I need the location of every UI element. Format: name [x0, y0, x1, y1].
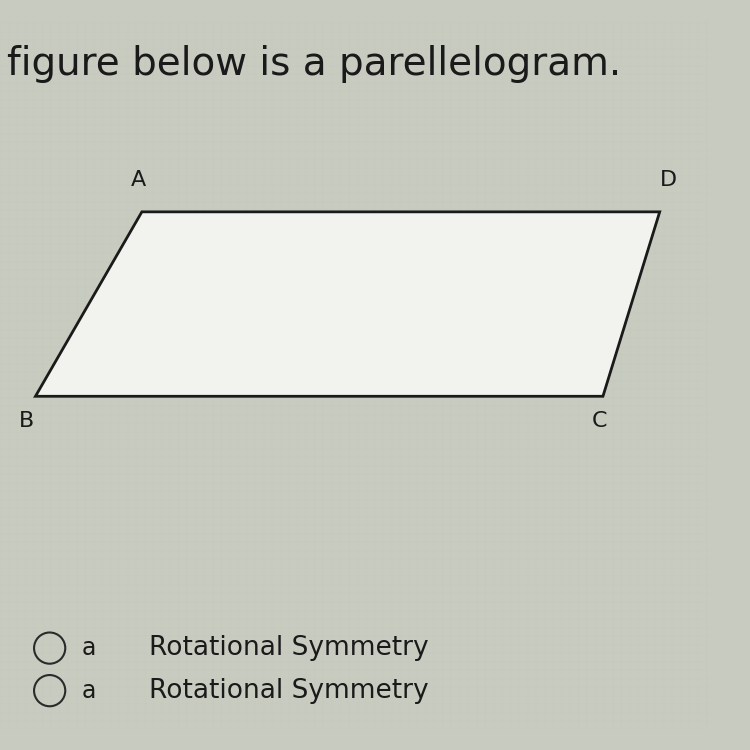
Text: Rotational Symmetry: Rotational Symmetry	[149, 635, 428, 661]
Text: B: B	[20, 411, 34, 431]
Polygon shape	[35, 211, 660, 396]
Text: C: C	[592, 411, 608, 431]
Text: Rotational Symmetry: Rotational Symmetry	[149, 678, 428, 703]
Text: D: D	[660, 170, 676, 190]
Text: A: A	[130, 170, 146, 190]
Text: a: a	[82, 679, 96, 703]
Text: a: a	[82, 636, 96, 660]
Text: figure below is a parellelogram.: figure below is a parellelogram.	[7, 45, 621, 83]
